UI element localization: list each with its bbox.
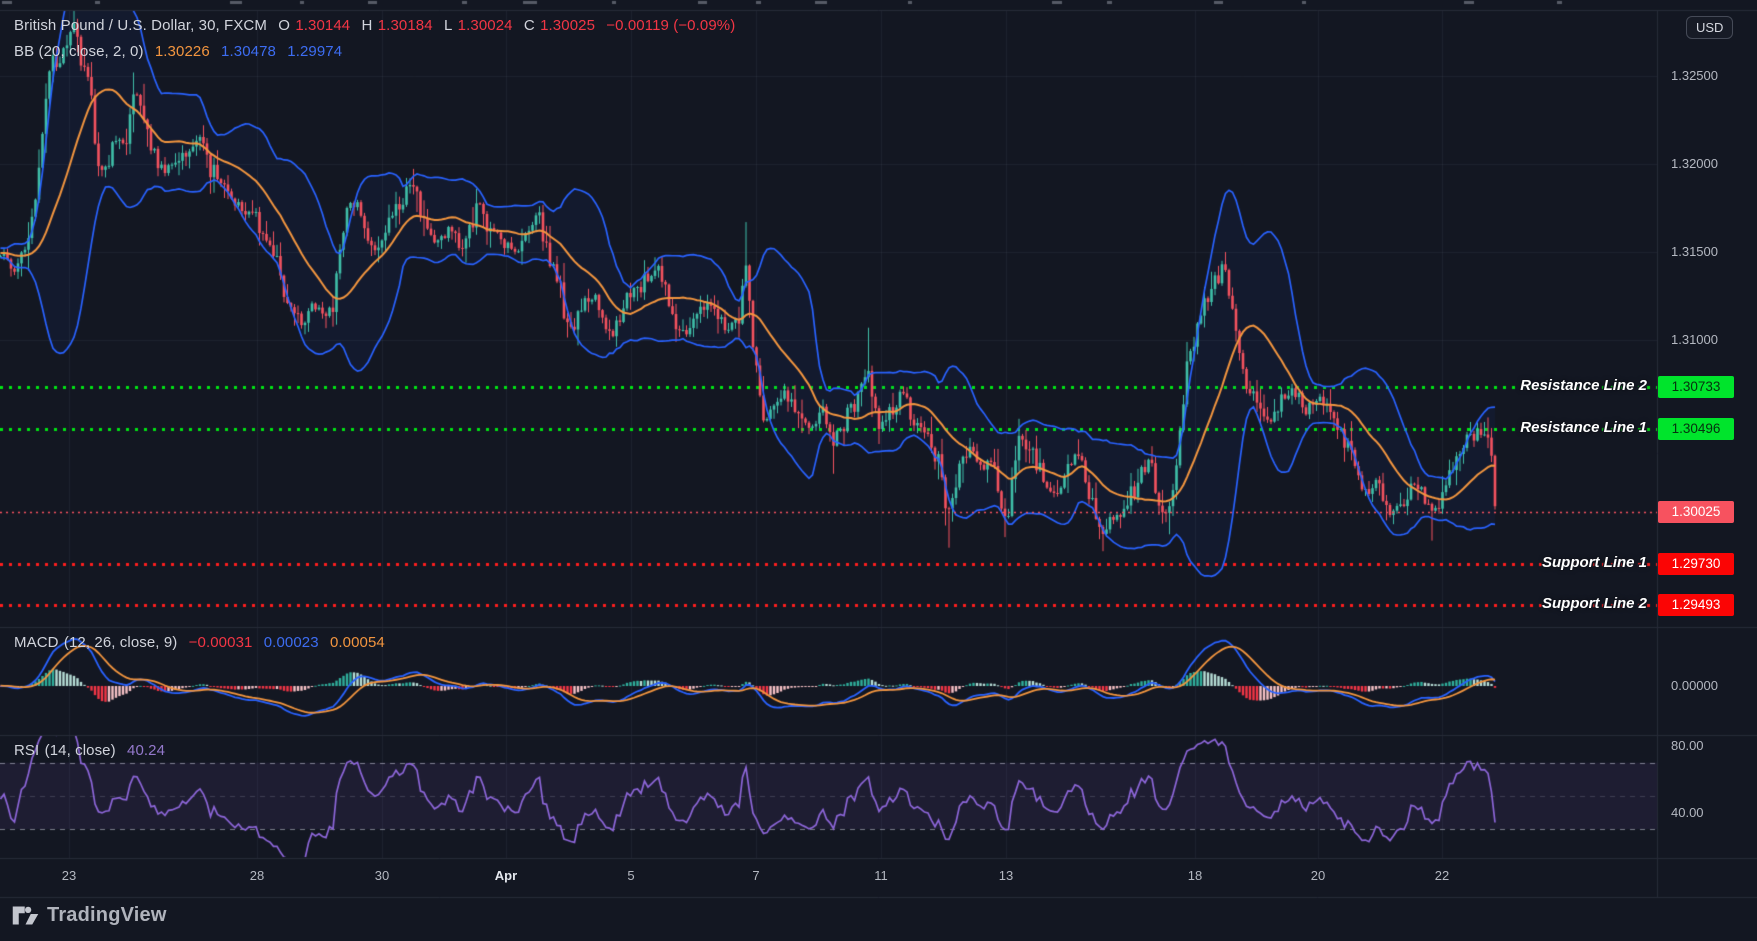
resistance-line-label: Resistance Line 2 — [1520, 376, 1647, 394]
time-axis-label: 22 — [1434, 868, 1450, 883]
high-label: H — [361, 17, 373, 34]
support-line-label: Support Line 1 — [1542, 553, 1647, 571]
support-price-badge: 1.29730 — [1658, 552, 1734, 575]
open-value: 1.30144 — [295, 17, 351, 34]
rsi-params: (14, close) — [44, 742, 116, 759]
tradingview-logo-text: TradingView — [47, 904, 167, 926]
macd-line-value: 0.00023 — [263, 634, 319, 651]
time-axis-label: 23 — [61, 868, 77, 883]
price-axis-label: 1.31500 — [1671, 244, 1718, 259]
rsi-indicator-header: RSI (14, close) 40.24 — [14, 742, 172, 759]
bb-indicator-header: BB (20, close, 2, 0) 1.30226 1.30478 1.2… — [14, 43, 349, 60]
rsi-axis-label: 40.00 — [1671, 804, 1704, 820]
resistance-line-label: Resistance Line 1 — [1520, 418, 1647, 436]
time-axis-label: 7 — [752, 868, 760, 883]
bb-label[interactable]: BB (20, close, 2, 0) — [14, 43, 144, 60]
time-axis-label: 13 — [998, 868, 1014, 883]
currency-unit-button[interactable]: USD — [1686, 16, 1734, 39]
time-axis-label: 18 — [1187, 868, 1203, 883]
tradingview-logo-icon — [12, 906, 39, 925]
macd-params: (12, 26, close, 9) — [63, 634, 178, 651]
low-label: L — [443, 17, 453, 34]
symbol-header: British Pound / U.S. Dollar, 30, FXCM O … — [14, 17, 742, 34]
close-label: C — [523, 17, 535, 34]
time-axis-label: Apr — [494, 868, 518, 883]
price-axis-label: 1.32000 — [1671, 156, 1718, 171]
tradingview-logo[interactable]: TradingView — [12, 903, 167, 928]
macd-zero-axis-label: 0.00000 — [1671, 678, 1718, 693]
close-value: 1.30025 — [540, 17, 596, 34]
bb-basis-value: 1.30226 — [154, 43, 210, 60]
bb-upper-value: 1.30478 — [221, 43, 276, 60]
open-label: O — [278, 17, 291, 34]
macd-signal-value: 0.00054 — [329, 634, 385, 651]
last-price-badge: 1.30025 — [1658, 500, 1734, 523]
time-axis-label: 20 — [1310, 868, 1326, 883]
bb-lower-value: 1.29974 — [287, 43, 343, 60]
price-axis-label: 1.32500 — [1671, 68, 1718, 83]
support-price-badge: 1.29493 — [1658, 594, 1734, 617]
resistance-price-badge: 1.30496 — [1658, 417, 1734, 440]
rsi-label[interactable]: RSI — [14, 742, 40, 759]
symbol-title[interactable]: British Pound / U.S. Dollar, 30, FXCM — [14, 17, 267, 34]
macd-hist-value: −0.00031 — [188, 634, 253, 651]
macd-indicator-header: MACD (12, 26, close, 9) −0.00031 0.00023… — [14, 634, 392, 651]
macd-label[interactable]: MACD — [14, 634, 59, 651]
time-axis-label: 30 — [374, 868, 390, 883]
time-axis-label: 28 — [249, 868, 265, 883]
time-axis-label: 5 — [627, 868, 635, 883]
time-axis-label: 11 — [874, 868, 888, 883]
rsi-axis-label: 80.00 — [1671, 738, 1704, 753]
price-axis-label: 1.31000 — [1671, 332, 1718, 347]
change-value: −0.00119 (−0.09%) — [606, 17, 736, 34]
high-value: 1.30184 — [377, 17, 433, 34]
support-line-label: Support Line 2 — [1542, 595, 1647, 613]
rsi-value: 40.24 — [127, 742, 166, 759]
low-value: 1.30024 — [457, 17, 513, 34]
resistance-price-badge: 1.30733 — [1658, 375, 1734, 398]
